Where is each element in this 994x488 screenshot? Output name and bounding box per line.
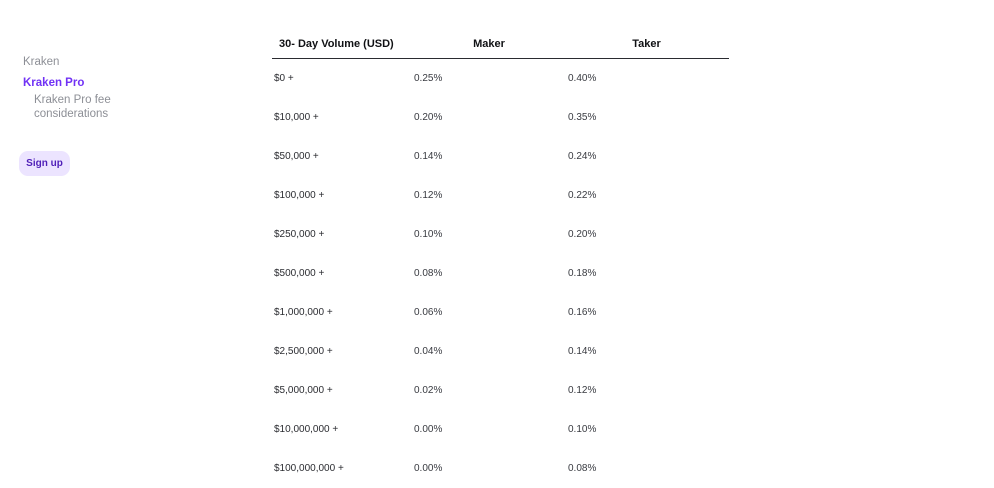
taker-fee-cell: 0.14%: [564, 332, 729, 371]
page-frame: Kraken Kraken Pro Kraken Pro fee conside…: [4, 0, 990, 482]
fee-table: 30- Day Volume (USD) Maker Taker $0 + 0.…: [272, 29, 729, 488]
volume-cell: $50,000 +: [272, 137, 414, 176]
volume-cell: $500,000 +: [272, 254, 414, 293]
taker-fee-cell: 0.10%: [564, 410, 729, 449]
taker-fee-cell: 0.22%: [564, 176, 729, 215]
sidebar-item-fee-considerations[interactable]: Kraken Pro fee considerations: [34, 93, 124, 121]
fee-table-body: $0 + 0.25% 0.40% $10,000 + 0.20% 0.35% $…: [272, 59, 729, 488]
volume-cell: $0 +: [272, 59, 414, 99]
taker-fee-cell: 0.12%: [564, 371, 729, 410]
table-row: $1,000,000 + 0.06% 0.16%: [272, 293, 729, 332]
table-row: $2,500,000 + 0.04% 0.14%: [272, 332, 729, 371]
maker-fee-cell: 0.04%: [414, 332, 564, 371]
taker-fee-cell: 0.16%: [564, 293, 729, 332]
fee-table-header: 30- Day Volume (USD) Maker Taker: [272, 29, 729, 59]
volume-cell: $10,000 +: [272, 98, 414, 137]
volume-cell: $100,000 +: [272, 176, 414, 215]
taker-fee-cell: 0.08%: [564, 449, 729, 488]
maker-fee-cell: 0.10%: [414, 215, 564, 254]
volume-cell: $10,000,000 +: [272, 410, 414, 449]
sign-up-button[interactable]: Sign up: [19, 151, 70, 176]
taker-fee-cell: 0.24%: [564, 137, 729, 176]
maker-fee-cell: 0.00%: [414, 449, 564, 488]
header-volume: 30- Day Volume (USD): [272, 29, 414, 59]
table-row: $10,000,000 + 0.00% 0.10%: [272, 410, 729, 449]
table-row: $250,000 + 0.10% 0.20%: [272, 215, 729, 254]
maker-fee-cell: 0.25%: [414, 59, 564, 99]
table-row: $0 + 0.25% 0.40%: [272, 59, 729, 99]
volume-cell: $100,000,000 +: [272, 449, 414, 488]
taker-fee-cell: 0.18%: [564, 254, 729, 293]
taker-fee-cell: 0.40%: [564, 59, 729, 99]
header-taker: Taker: [564, 29, 729, 59]
maker-fee-cell: 0.12%: [414, 176, 564, 215]
table-row: $50,000 + 0.14% 0.24%: [272, 137, 729, 176]
maker-fee-cell: 0.14%: [414, 137, 564, 176]
table-row: $500,000 + 0.08% 0.18%: [272, 254, 729, 293]
maker-fee-cell: 0.06%: [414, 293, 564, 332]
maker-fee-cell: 0.08%: [414, 254, 564, 293]
fee-table-header-row: 30- Day Volume (USD) Maker Taker: [272, 29, 729, 59]
taker-fee-cell: 0.20%: [564, 215, 729, 254]
taker-fee-cell: 0.35%: [564, 98, 729, 137]
maker-fee-cell: 0.02%: [414, 371, 564, 410]
sidebar-nav: Kraken Kraken Pro Kraken Pro fee conside…: [23, 55, 133, 121]
table-row: $10,000 + 0.20% 0.35%: [272, 98, 729, 137]
table-row: $100,000 + 0.12% 0.22%: [272, 176, 729, 215]
volume-cell: $250,000 +: [272, 215, 414, 254]
maker-fee-cell: 0.20%: [414, 98, 564, 137]
table-row: $100,000,000 + 0.00% 0.08%: [272, 449, 729, 488]
sidebar-item-kraken[interactable]: Kraken: [23, 55, 133, 69]
header-maker: Maker: [414, 29, 564, 59]
sidebar-item-kraken-pro[interactable]: Kraken Pro: [23, 76, 133, 90]
maker-fee-cell: 0.00%: [414, 410, 564, 449]
table-row: $5,000,000 + 0.02% 0.12%: [272, 371, 729, 410]
volume-cell: $2,500,000 +: [272, 332, 414, 371]
volume-cell: $1,000,000 +: [272, 293, 414, 332]
volume-cell: $5,000,000 +: [272, 371, 414, 410]
